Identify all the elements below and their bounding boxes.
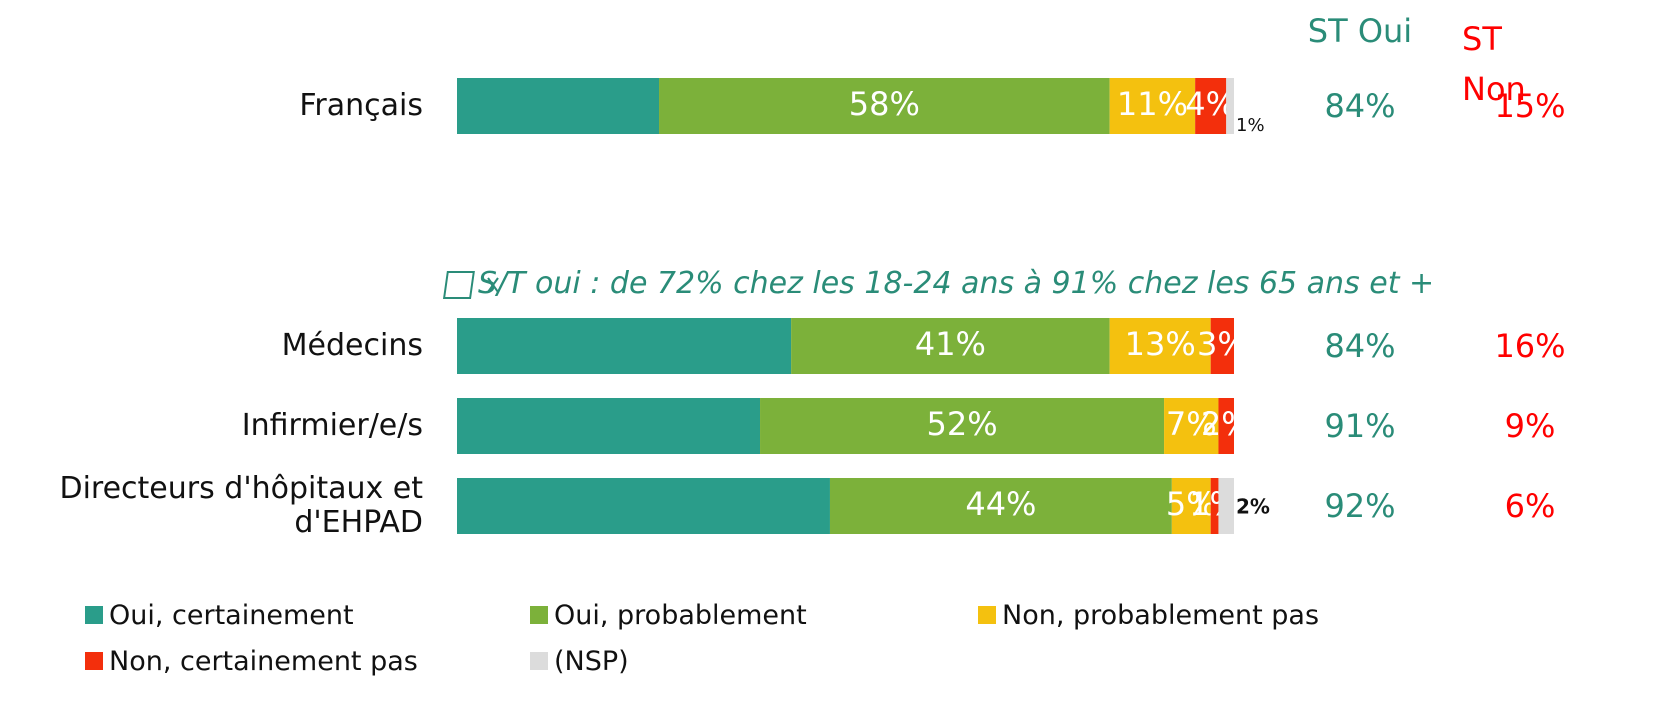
bar-segment	[1109, 78, 1196, 134]
data-label: 11%	[1117, 85, 1188, 123]
data-label: 7%	[1166, 405, 1217, 443]
legend-item: Non, probablement pas	[978, 600, 1319, 631]
legend-label: Non, certainement pas	[109, 646, 418, 677]
st_oui-value: 84%	[1324, 327, 1396, 365]
bar-segment	[1164, 398, 1219, 454]
legend-swatch	[85, 606, 103, 624]
category-label: Médecins	[281, 328, 423, 363]
annotation: S/T oui : de 72% chez les 18-24 ans à 91…	[478, 266, 1435, 301]
data-label: 58%	[849, 85, 920, 123]
legend-label: Oui, certainement	[109, 600, 354, 631]
st_oui-value: 92%	[1324, 487, 1396, 525]
st_non-value: 15%	[1494, 87, 1566, 125]
st_oui-value: 84%	[1324, 87, 1396, 125]
annotation-icon	[442, 271, 499, 299]
bar-segment	[1210, 478, 1219, 534]
bar-segment	[1195, 78, 1227, 134]
data-label: 2%	[1201, 405, 1252, 443]
data-label: 41%	[915, 325, 986, 363]
bar-segment	[1226, 78, 1234, 134]
category-label: Français	[299, 88, 423, 123]
legend-label: (NSP)	[554, 646, 629, 677]
st_non-value: 6%	[1504, 487, 1556, 525]
legend-item: (NSP)	[530, 646, 629, 677]
legend-item: Oui, probablement	[530, 600, 807, 631]
legend-label: Non, probablement pas	[1002, 600, 1320, 631]
category-label: Directeurs d'hôpitaux et d'EHPAD	[59, 471, 423, 540]
st-non-header: ST Non	[1462, 20, 1526, 108]
bar-segment	[659, 78, 1110, 134]
bar-segment	[457, 318, 792, 374]
bar-segment	[457, 478, 830, 534]
legend-label: Oui, probablement	[554, 600, 807, 631]
bar-segment	[760, 398, 1165, 454]
st_non-value: 16%	[1494, 327, 1566, 365]
st_oui-value: 91%	[1324, 407, 1396, 445]
bar-segment	[457, 78, 660, 134]
data-label: 1%	[1236, 115, 1265, 136]
data-label: 3%	[1197, 325, 1248, 363]
legend-item: Non, certainement pas	[85, 646, 418, 677]
st-oui-header: ST Oui	[1307, 12, 1413, 50]
category-label: Infirmier/e/s	[241, 408, 423, 443]
st_non-value: 9%	[1504, 407, 1556, 445]
data-label: 13%	[1125, 325, 1196, 363]
data-label: 44%	[965, 485, 1036, 523]
data-label: 52%	[926, 405, 997, 443]
bar-segment	[1210, 318, 1234, 374]
legend-swatch	[530, 606, 548, 624]
bar-segment	[1218, 478, 1234, 534]
legend-swatch	[978, 606, 996, 624]
bar-segment	[1218, 398, 1234, 454]
bar-segment	[1171, 478, 1211, 534]
bar-segment	[457, 398, 761, 454]
legend-swatch	[85, 652, 103, 670]
bar-segment	[791, 318, 1110, 374]
data-label: 2%	[1236, 495, 1270, 519]
bar-segment	[829, 478, 1172, 534]
legend-item: Oui, certainement	[85, 600, 354, 631]
bar-segment	[1109, 318, 1211, 374]
legend-swatch	[530, 652, 548, 670]
data-label: 5%	[1166, 485, 1217, 523]
